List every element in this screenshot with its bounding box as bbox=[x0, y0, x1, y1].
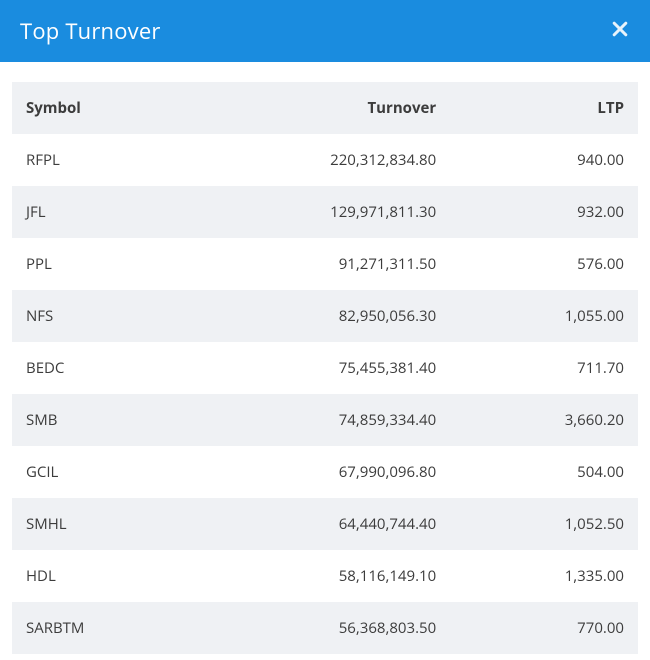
cell-symbol: SMHL bbox=[12, 498, 200, 550]
cell-symbol: GCIL bbox=[12, 446, 200, 498]
cell-turnover: 75,455,381.40 bbox=[200, 342, 450, 394]
cell-turnover: 67,990,096.80 bbox=[200, 446, 450, 498]
table-row[interactable]: GCIL67,990,096.80504.00 bbox=[12, 446, 638, 498]
cell-turnover: 74,859,334.40 bbox=[200, 394, 450, 446]
col-header-symbol: Symbol bbox=[12, 82, 200, 134]
table-row[interactable]: NFS82,950,056.301,055.00 bbox=[12, 290, 638, 342]
cell-turnover: 58,116,149.10 bbox=[200, 550, 450, 602]
cell-symbol: PPL bbox=[12, 238, 200, 290]
table-header-row: Symbol Turnover LTP bbox=[12, 82, 638, 134]
cell-ltp: 1,335.00 bbox=[450, 550, 638, 602]
cell-ltp: 1,055.00 bbox=[450, 290, 638, 342]
table-row[interactable]: HDL58,116,149.101,335.00 bbox=[12, 550, 638, 602]
cell-ltp: 1,052.50 bbox=[450, 498, 638, 550]
cell-symbol: SARBTM bbox=[12, 602, 200, 654]
cell-symbol: JFL bbox=[12, 186, 200, 238]
cell-ltp: 770.00 bbox=[450, 602, 638, 654]
modal-title: Top Turnover bbox=[20, 16, 161, 46]
cell-turnover: 82,950,056.30 bbox=[200, 290, 450, 342]
table-row[interactable]: SMB74,859,334.403,660.20 bbox=[12, 394, 638, 446]
cell-symbol: SMB bbox=[12, 394, 200, 446]
cell-turnover: 129,971,811.30 bbox=[200, 186, 450, 238]
cell-turnover: 220,312,834.80 bbox=[200, 134, 450, 186]
cell-ltp: 3,660.20 bbox=[450, 394, 638, 446]
close-button[interactable] bbox=[610, 19, 630, 44]
cell-ltp: 932.00 bbox=[450, 186, 638, 238]
turnover-table: Symbol Turnover LTP RFPL220,312,834.8094… bbox=[12, 82, 638, 654]
table-row[interactable]: JFL129,971,811.30932.00 bbox=[12, 186, 638, 238]
table-row[interactable]: BEDC75,455,381.40711.70 bbox=[12, 342, 638, 394]
cell-symbol: NFS bbox=[12, 290, 200, 342]
cell-symbol: HDL bbox=[12, 550, 200, 602]
table-row[interactable]: RFPL220,312,834.80940.00 bbox=[12, 134, 638, 186]
col-header-turnover: Turnover bbox=[200, 82, 450, 134]
cell-ltp: 940.00 bbox=[450, 134, 638, 186]
cell-ltp: 576.00 bbox=[450, 238, 638, 290]
cell-turnover: 91,271,311.50 bbox=[200, 238, 450, 290]
table-row[interactable]: SMHL64,440,744.401,052.50 bbox=[12, 498, 638, 550]
table-row[interactable]: PPL91,271,311.50576.00 bbox=[12, 238, 638, 290]
modal-header: Top Turnover bbox=[0, 0, 650, 62]
cell-turnover: 64,440,744.40 bbox=[200, 498, 450, 550]
cell-turnover: 56,368,803.50 bbox=[200, 602, 450, 654]
close-icon bbox=[610, 19, 630, 44]
cell-ltp: 711.70 bbox=[450, 342, 638, 394]
cell-symbol: RFPL bbox=[12, 134, 200, 186]
cell-ltp: 504.00 bbox=[450, 446, 638, 498]
cell-symbol: BEDC bbox=[12, 342, 200, 394]
modal-body: Symbol Turnover LTP RFPL220,312,834.8094… bbox=[0, 62, 650, 654]
table-row[interactable]: SARBTM56,368,803.50770.00 bbox=[12, 602, 638, 654]
col-header-ltp: LTP bbox=[450, 82, 638, 134]
